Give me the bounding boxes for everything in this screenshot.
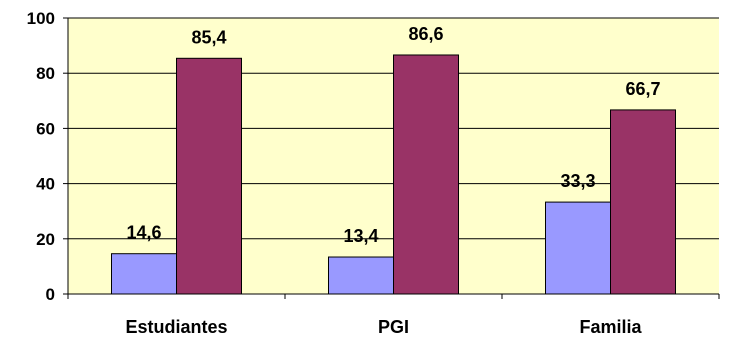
bar-estudiantes-2: [176, 57, 242, 295]
bar-pgi-2: [393, 54, 459, 295]
bars: [111, 54, 676, 295]
y-tick-label: 100: [27, 9, 55, 28]
x-category-label: PGI: [378, 317, 409, 337]
y-axis: 0 20 40 60 80 100: [27, 9, 68, 304]
data-label: 86,6: [408, 24, 443, 44]
bar-pgi-1: [328, 256, 394, 295]
x-category-label: Estudiantes: [125, 317, 227, 337]
bar-familia-2: [610, 109, 676, 295]
x-axis: Estudiantes PGI Familia: [67, 294, 720, 337]
bar-familia-1: [545, 201, 611, 295]
y-tick-label: 40: [36, 175, 55, 194]
y-tick-label: 80: [36, 64, 55, 83]
data-label: 66,7: [625, 79, 660, 99]
data-label: 14,6: [126, 223, 161, 243]
data-labels: 14,6 85,4 13,4 86,6 33,3 66,7: [126, 24, 660, 246]
y-tick-label: 20: [36, 230, 55, 249]
y-tick-label: 0: [46, 285, 55, 304]
data-label: 33,3: [560, 171, 595, 191]
y-tick-label: 60: [36, 119, 55, 138]
data-label: 13,4: [343, 226, 378, 246]
x-category-label: Familia: [579, 317, 642, 337]
data-label: 85,4: [191, 27, 226, 47]
bar-estudiantes-1: [111, 253, 177, 295]
